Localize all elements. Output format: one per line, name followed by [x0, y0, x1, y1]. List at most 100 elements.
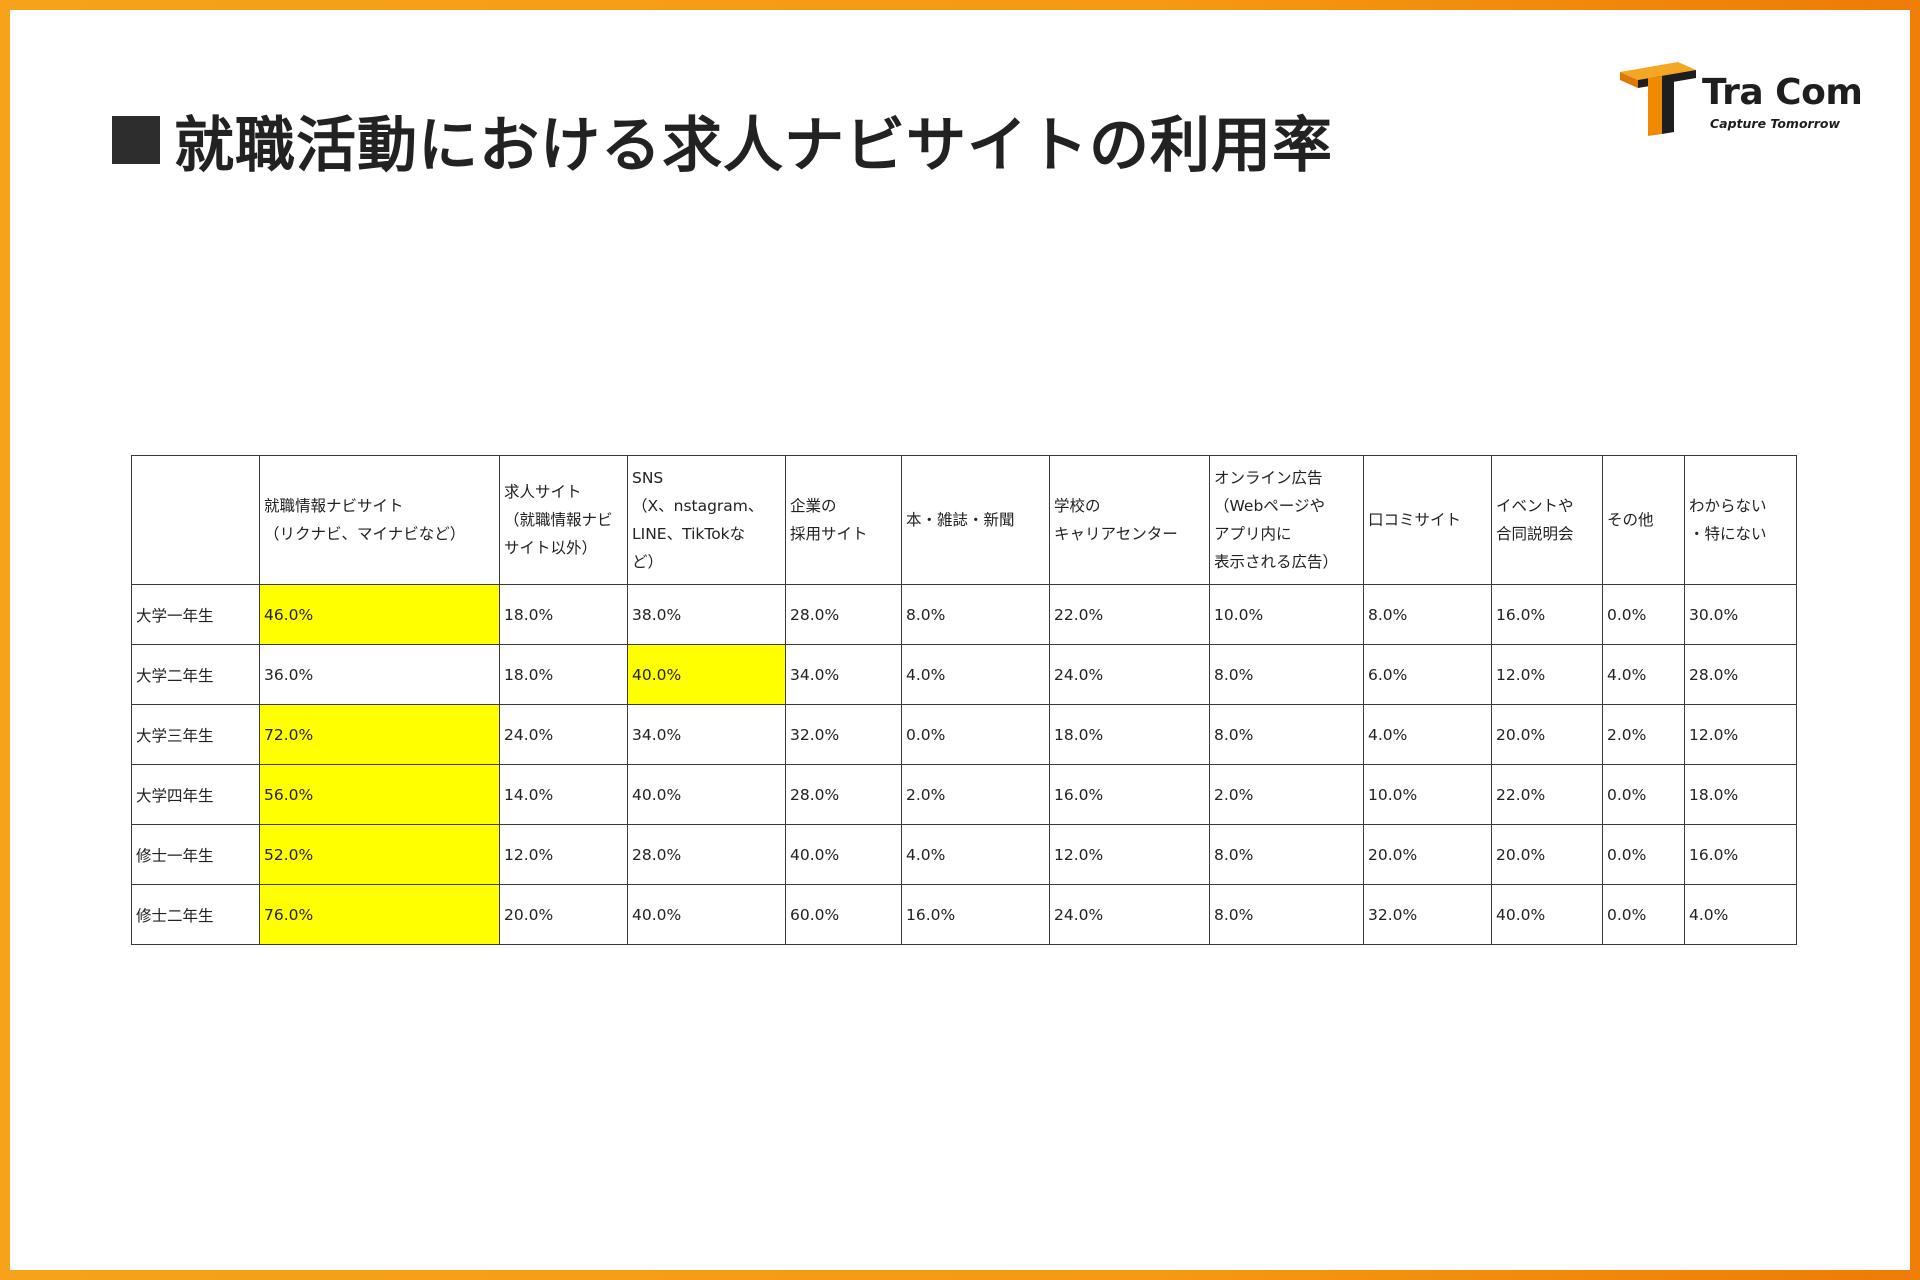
column-header: 企業の 採用サイト — [785, 455, 902, 585]
logo-tagline: Capture Tomorrow — [1710, 116, 1841, 131]
value-cell: 0.0% — [1602, 764, 1685, 825]
row-label: 修士一年生 — [131, 824, 260, 885]
value-cell-highlighted: 46.0% — [259, 584, 500, 645]
value-cell: 20.0% — [1491, 824, 1603, 885]
value-cell: 0.0% — [1602, 584, 1685, 645]
logo-name: Tra Com — [1702, 72, 1863, 113]
row-label: 大学一年生 — [131, 584, 260, 645]
column-header: その他 — [1602, 455, 1685, 585]
table-row: 修士一年生 52.0% 12.0% 28.0% 40.0% 4.0% 12.0% 8.0% 20… — [131, 824, 1797, 885]
value-cell: 32.0% — [1363, 884, 1492, 945]
value-cell: 12.0% — [1684, 704, 1797, 765]
value-cell: 12.0% — [499, 824, 628, 885]
value-cell: 18.0% — [1684, 764, 1797, 825]
value-cell: 6.0% — [1363, 644, 1492, 705]
frame-right — [1910, 0, 1920, 1280]
value-cell: 18.0% — [1049, 704, 1210, 765]
value-cell: 4.0% — [1602, 644, 1685, 705]
value-cell: 20.0% — [1363, 824, 1492, 885]
value-cell: 16.0% — [1491, 584, 1603, 645]
value-cell: 28.0% — [627, 824, 786, 885]
value-cell: 36.0% — [259, 644, 500, 705]
value-cell: 40.0% — [627, 884, 786, 945]
value-cell: 20.0% — [1491, 704, 1603, 765]
value-cell: 22.0% — [1049, 584, 1210, 645]
table-body: 大学一年生 46.0% 18.0% 38.0% 28.0% 8.0% 22.0% 10.0% 8… — [131, 584, 1797, 945]
column-header: 本・雑誌・新聞 — [901, 455, 1050, 585]
value-cell-highlighted: 72.0% — [259, 704, 500, 765]
column-header: オンライン広告 （Webページや アプリ内に 表示される広告） — [1209, 455, 1364, 585]
value-cell: 16.0% — [1049, 764, 1210, 825]
value-cell: 24.0% — [1049, 644, 1210, 705]
value-cell: 20.0% — [499, 884, 628, 945]
value-cell: 10.0% — [1209, 584, 1364, 645]
column-header: 口コミサイト — [1363, 455, 1492, 585]
usage-table-container: 就職情報ナビサイト （リクナビ、マイナビなど） 求人サイト （就職情報ナビ サイト… — [131, 455, 1797, 945]
value-cell: 40.0% — [627, 764, 786, 825]
value-cell: 8.0% — [1209, 824, 1364, 885]
value-cell: 10.0% — [1363, 764, 1492, 825]
row-label: 大学三年生 — [131, 704, 260, 765]
row-label: 修士二年生 — [131, 884, 260, 945]
value-cell: 0.0% — [1602, 824, 1685, 885]
value-cell: 4.0% — [1684, 884, 1797, 945]
value-cell: 4.0% — [901, 824, 1050, 885]
value-cell: 16.0% — [1684, 824, 1797, 885]
table-row: 修士二年生 76.0% 20.0% 40.0% 60.0% 16.0% 24.0% 8.0% 3… — [131, 884, 1797, 945]
brand-logo: Tra Com Capture Tomorrow — [1618, 62, 1863, 140]
value-cell: 4.0% — [901, 644, 1050, 705]
value-cell-highlighted: 76.0% — [259, 884, 500, 945]
frame-left — [0, 0, 10, 1280]
value-cell: 0.0% — [1602, 884, 1685, 945]
frame-bottom — [0, 1270, 1920, 1280]
value-cell: 40.0% — [1491, 884, 1603, 945]
column-header: SNS （X、nstagram、 LINE、TikTokな ど） — [627, 455, 786, 585]
value-cell: 30.0% — [1684, 584, 1797, 645]
value-cell: 12.0% — [1491, 644, 1603, 705]
slide-title: 就職活動における求人ナビサイトの利用率 — [112, 100, 1333, 181]
table-row: 大学二年生 36.0% 18.0% 40.0% 34.0% 4.0% 24.0% 8.0% 6.… — [131, 644, 1797, 705]
value-cell: 24.0% — [499, 704, 628, 765]
value-cell: 60.0% — [785, 884, 902, 945]
value-cell: 28.0% — [785, 584, 902, 645]
value-cell: 32.0% — [785, 704, 902, 765]
value-cell: 2.0% — [1602, 704, 1685, 765]
value-cell: 14.0% — [499, 764, 628, 825]
column-header: イベントや 合同説明会 — [1491, 455, 1603, 585]
table-row: 大学三年生 72.0% 24.0% 34.0% 32.0% 0.0% 18.0% 8.0% 4.… — [131, 704, 1797, 765]
table-header-row: 就職情報ナビサイト （リクナビ、マイナビなど） 求人サイト （就職情報ナビ サイト… — [131, 455, 1797, 585]
value-cell: 2.0% — [901, 764, 1050, 825]
value-cell-highlighted: 56.0% — [259, 764, 500, 825]
column-header: 学校の キャリアセンター — [1049, 455, 1210, 585]
value-cell: 18.0% — [499, 644, 628, 705]
title-square-icon — [112, 116, 160, 164]
value-cell: 2.0% — [1209, 764, 1364, 825]
column-header: わからない ・特にない — [1684, 455, 1797, 585]
value-cell-highlighted: 40.0% — [627, 644, 786, 705]
value-cell: 24.0% — [1049, 884, 1210, 945]
value-cell: 34.0% — [785, 644, 902, 705]
table-row: 大学一年生 46.0% 18.0% 38.0% 28.0% 8.0% 22.0% 10.0% 8… — [131, 584, 1797, 645]
value-cell: 28.0% — [785, 764, 902, 825]
value-cell: 34.0% — [627, 704, 786, 765]
row-label: 大学四年生 — [131, 764, 260, 825]
slide-title-text: 就職活動における求人ナビサイトの利用率 — [174, 110, 1333, 181]
usage-rate-table: 就職情報ナビサイト （リクナビ、マイナビなど） 求人サイト （就職情報ナビ サイト… — [131, 455, 1797, 945]
frame-top — [0, 0, 1920, 10]
value-cell: 4.0% — [1363, 704, 1492, 765]
value-cell: 8.0% — [1363, 584, 1492, 645]
table-row: 大学四年生 56.0% 14.0% 40.0% 28.0% 2.0% 16.0% 2.0% 10… — [131, 764, 1797, 825]
value-cell: 28.0% — [1684, 644, 1797, 705]
value-cell-highlighted: 52.0% — [259, 824, 500, 885]
value-cell: 0.0% — [901, 704, 1050, 765]
value-cell: 8.0% — [1209, 704, 1364, 765]
value-cell: 16.0% — [901, 884, 1050, 945]
column-header: 就職情報ナビサイト （リクナビ、マイナビなど） — [259, 455, 500, 585]
value-cell: 12.0% — [1049, 824, 1210, 885]
value-cell: 38.0% — [627, 584, 786, 645]
value-cell: 8.0% — [1209, 884, 1364, 945]
value-cell: 8.0% — [1209, 644, 1364, 705]
row-label: 大学二年生 — [131, 644, 260, 705]
value-cell: 18.0% — [499, 584, 628, 645]
